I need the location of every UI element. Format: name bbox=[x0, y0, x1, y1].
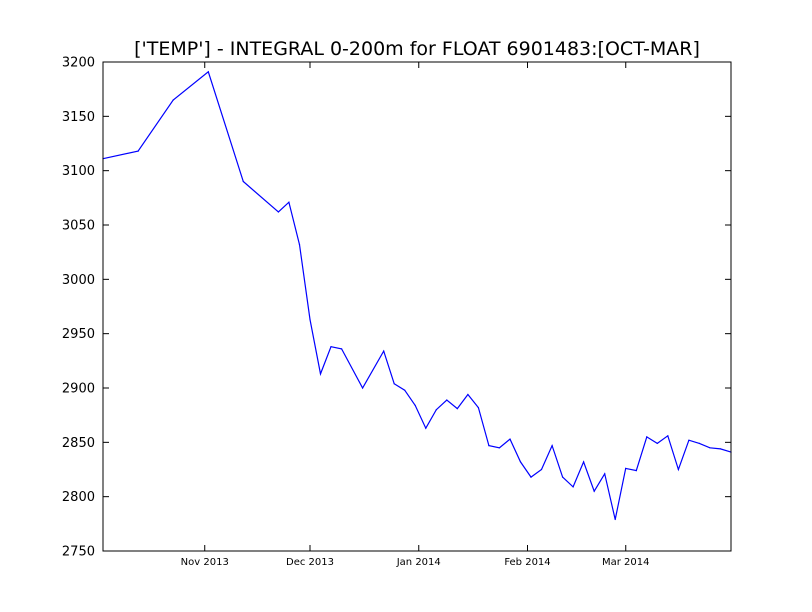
series-line bbox=[102, 70, 732, 520]
y-tick-label: 3150 bbox=[62, 110, 95, 125]
x-axis-ticks: Nov 2013 Dec 2013 Jan 2014 Feb 2014 Mar 2014 bbox=[181, 62, 650, 568]
data-point bbox=[362, 387, 364, 389]
data-point bbox=[488, 445, 490, 447]
data-point bbox=[530, 476, 532, 478]
data-point bbox=[625, 467, 627, 469]
data-point bbox=[456, 408, 458, 410]
data-point bbox=[425, 427, 427, 429]
data-point bbox=[519, 461, 522, 463]
data-point bbox=[688, 439, 690, 441]
x-tick-label: Mar 2014 bbox=[602, 557, 650, 568]
data-point bbox=[446, 399, 448, 401]
data-point bbox=[709, 447, 711, 449]
data-point bbox=[498, 447, 500, 449]
x-tick-label: Nov 2013 bbox=[181, 557, 229, 568]
data-point bbox=[698, 442, 701, 444]
y-tick-label: 3050 bbox=[62, 219, 95, 234]
x-tick-label: Dec 2013 bbox=[286, 557, 334, 568]
data-point bbox=[288, 201, 290, 203]
data-point bbox=[467, 393, 469, 396]
data-point bbox=[393, 383, 395, 385]
data-point bbox=[414, 404, 416, 406]
data-point bbox=[383, 350, 385, 352]
data-point bbox=[477, 407, 479, 409]
y-tick-label: 2900 bbox=[62, 382, 95, 397]
data-point bbox=[719, 448, 722, 450]
y-tick-label: 2800 bbox=[62, 490, 95, 505]
data-point bbox=[562, 476, 564, 478]
data-point bbox=[635, 470, 637, 472]
data-point bbox=[593, 490, 595, 492]
y-tick-label: 3200 bbox=[62, 56, 95, 71]
chart-title: ['TEMP'] - INTEGRAL 0-200m for FLOAT 690… bbox=[134, 38, 700, 60]
data-point bbox=[137, 150, 139, 152]
y-tick-label: 2850 bbox=[62, 436, 95, 451]
data-point bbox=[330, 346, 332, 348]
data-point bbox=[404, 389, 406, 391]
data-point bbox=[604, 473, 606, 475]
data-point bbox=[242, 180, 244, 183]
y-tick-label: 2950 bbox=[62, 327, 95, 342]
y-tick-label: 3000 bbox=[62, 273, 95, 288]
data-point bbox=[277, 211, 279, 213]
data-point bbox=[435, 409, 437, 411]
data-points bbox=[102, 71, 732, 521]
plot-frame bbox=[102, 61, 732, 552]
y-tick-label: 3100 bbox=[62, 164, 95, 179]
x-tick-label: Jan 2014 bbox=[396, 557, 441, 568]
data-point bbox=[677, 468, 680, 471]
x-tick-label: Feb 2014 bbox=[504, 557, 550, 568]
data-point bbox=[646, 436, 648, 438]
data-point bbox=[551, 445, 553, 447]
data-point bbox=[540, 468, 543, 471]
data-point bbox=[583, 461, 585, 463]
data-point bbox=[667, 435, 669, 437]
data-point bbox=[319, 373, 322, 375]
data-point bbox=[509, 438, 511, 440]
data-point bbox=[207, 71, 209, 73]
data-point bbox=[172, 99, 174, 101]
data-point bbox=[656, 442, 658, 444]
data-point bbox=[341, 348, 343, 350]
data-point bbox=[309, 318, 311, 321]
y-axis-ticks: 2750 2800 2850 2900 2950 3000 3050 3100 3150 3200 bbox=[62, 56, 731, 560]
data-point bbox=[614, 518, 616, 521]
data-point bbox=[298, 244, 301, 246]
data-point bbox=[572, 486, 574, 488]
y-tick-label: 2750 bbox=[62, 545, 95, 560]
